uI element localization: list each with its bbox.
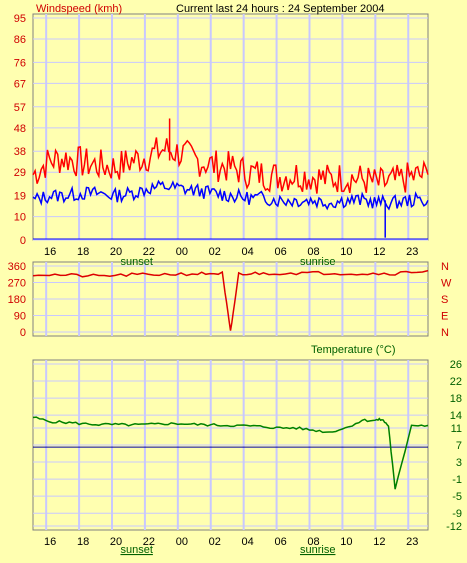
temperature-y-tick-label: -9 [452, 508, 462, 520]
temperature-y-tick-label: 7 [456, 440, 462, 452]
temperature-line [32, 416, 429, 490]
sunset-label: sunset [120, 544, 152, 556]
x-tick-label: 06 [274, 536, 286, 548]
temperature-y-tick-label: 11 [451, 423, 462, 435]
wind-chart-title: Windspeed (kmh) [36, 3, 122, 15]
wind-y-tick-label: 19 [14, 191, 26, 203]
sunset-label: sunset [120, 256, 152, 268]
direction-compass-label: S [441, 294, 448, 306]
direction-compass-label: N [441, 327, 449, 339]
x-tick-label: 04 [242, 246, 254, 258]
wind-y-tick-label: 38 [14, 146, 26, 158]
direction-y-tick-label: 270 [8, 278, 26, 290]
direction-series [32, 269, 429, 331]
direction-y-tick-label: 360 [8, 261, 26, 273]
temperature-y-tick-label: 22 [450, 376, 462, 388]
wind-y-tick-label: 0 [20, 235, 26, 247]
x-tick-label: 23 [406, 246, 418, 258]
wind-y-tick-label: 57 [14, 102, 26, 114]
wind-y-tick-label: 10 [14, 212, 26, 224]
x-tick-label: 04 [242, 536, 254, 548]
header-title: Current last 24 hours : 24 September 200… [176, 3, 385, 15]
x-tick-label: 23 [406, 536, 418, 548]
temperature-y-tick-label: -5 [452, 491, 462, 503]
direction-y-ticks: 0 N 90 E 180 S 270 W 360 N [8, 261, 452, 339]
sunrise-label: sunrise [300, 256, 335, 268]
direction-grid [32, 261, 429, 337]
temperature-y-tick-label: -12 [446, 521, 462, 533]
sunrise-label: sunrise [300, 544, 335, 556]
x-tick-label: 02 [209, 536, 221, 548]
wind-y-tick-label: 95 [14, 13, 26, 25]
direction-compass-label: E [441, 311, 448, 323]
wind-y-tick-label: 86 [14, 34, 26, 46]
x-tick-label: 12 [373, 536, 385, 548]
x-tick-label: 06 [274, 246, 286, 258]
x-tick-labels: 16 18 20 22 00 02 04 06 08 10 12 23 16 18 20 22 00 02 04 06… [44, 246, 418, 556]
temperature-grid [32, 359, 429, 531]
x-tick-label: 02 [209, 246, 221, 258]
wind-y-ticks: 0 10 19 29 38 48 57 67 76 86 95 [14, 13, 26, 247]
x-tick-label: 18 [77, 536, 89, 548]
x-tick-label: 00 [176, 246, 188, 258]
wind-y-tick-label: 67 [14, 78, 26, 90]
wind-y-tick-label: 76 [14, 57, 26, 69]
direction-compass-label: W [441, 278, 452, 290]
temperature-y-tick-label: 18 [450, 393, 462, 405]
temperature-y-tick-label: -1 [452, 474, 462, 486]
temperature-y-tick-label: 26 [450, 359, 462, 371]
wind-y-tick-label: 29 [14, 167, 26, 179]
x-tick-label: 08 [307, 246, 319, 258]
x-tick-label: 20 [110, 246, 122, 258]
x-tick-label: 22 [143, 246, 155, 258]
temperature-chart-title: Temperature (°C) [311, 344, 395, 356]
wind-average-line [32, 179, 429, 211]
x-tick-label: 16 [44, 536, 56, 548]
x-tick-label: 18 [77, 246, 89, 258]
direction-y-tick-label: 180 [8, 294, 26, 306]
x-tick-label: 10 [340, 246, 352, 258]
x-tick-label: 22 [143, 536, 155, 548]
direction-y-tick-label: 90 [14, 311, 26, 323]
temperature-y-tick-label: 14 [450, 410, 462, 422]
x-tick-label: 16 [44, 246, 56, 258]
temperature-series [32, 416, 429, 490]
x-tick-label: 10 [340, 536, 352, 548]
direction-y-tick-label: 0 [20, 327, 26, 339]
x-tick-label: 08 [307, 536, 319, 548]
direction-compass-label: N [441, 261, 449, 273]
temperature-y-tick-label: 3 [456, 457, 462, 469]
direction-line [32, 269, 429, 331]
wind-y-tick-label: 48 [14, 123, 26, 135]
x-tick-label: 20 [110, 536, 122, 548]
x-tick-label: 12 [373, 246, 385, 258]
x-tick-label: 00 [176, 536, 188, 548]
wind-series [32, 118, 429, 238]
wind-gust-line [32, 137, 429, 194]
